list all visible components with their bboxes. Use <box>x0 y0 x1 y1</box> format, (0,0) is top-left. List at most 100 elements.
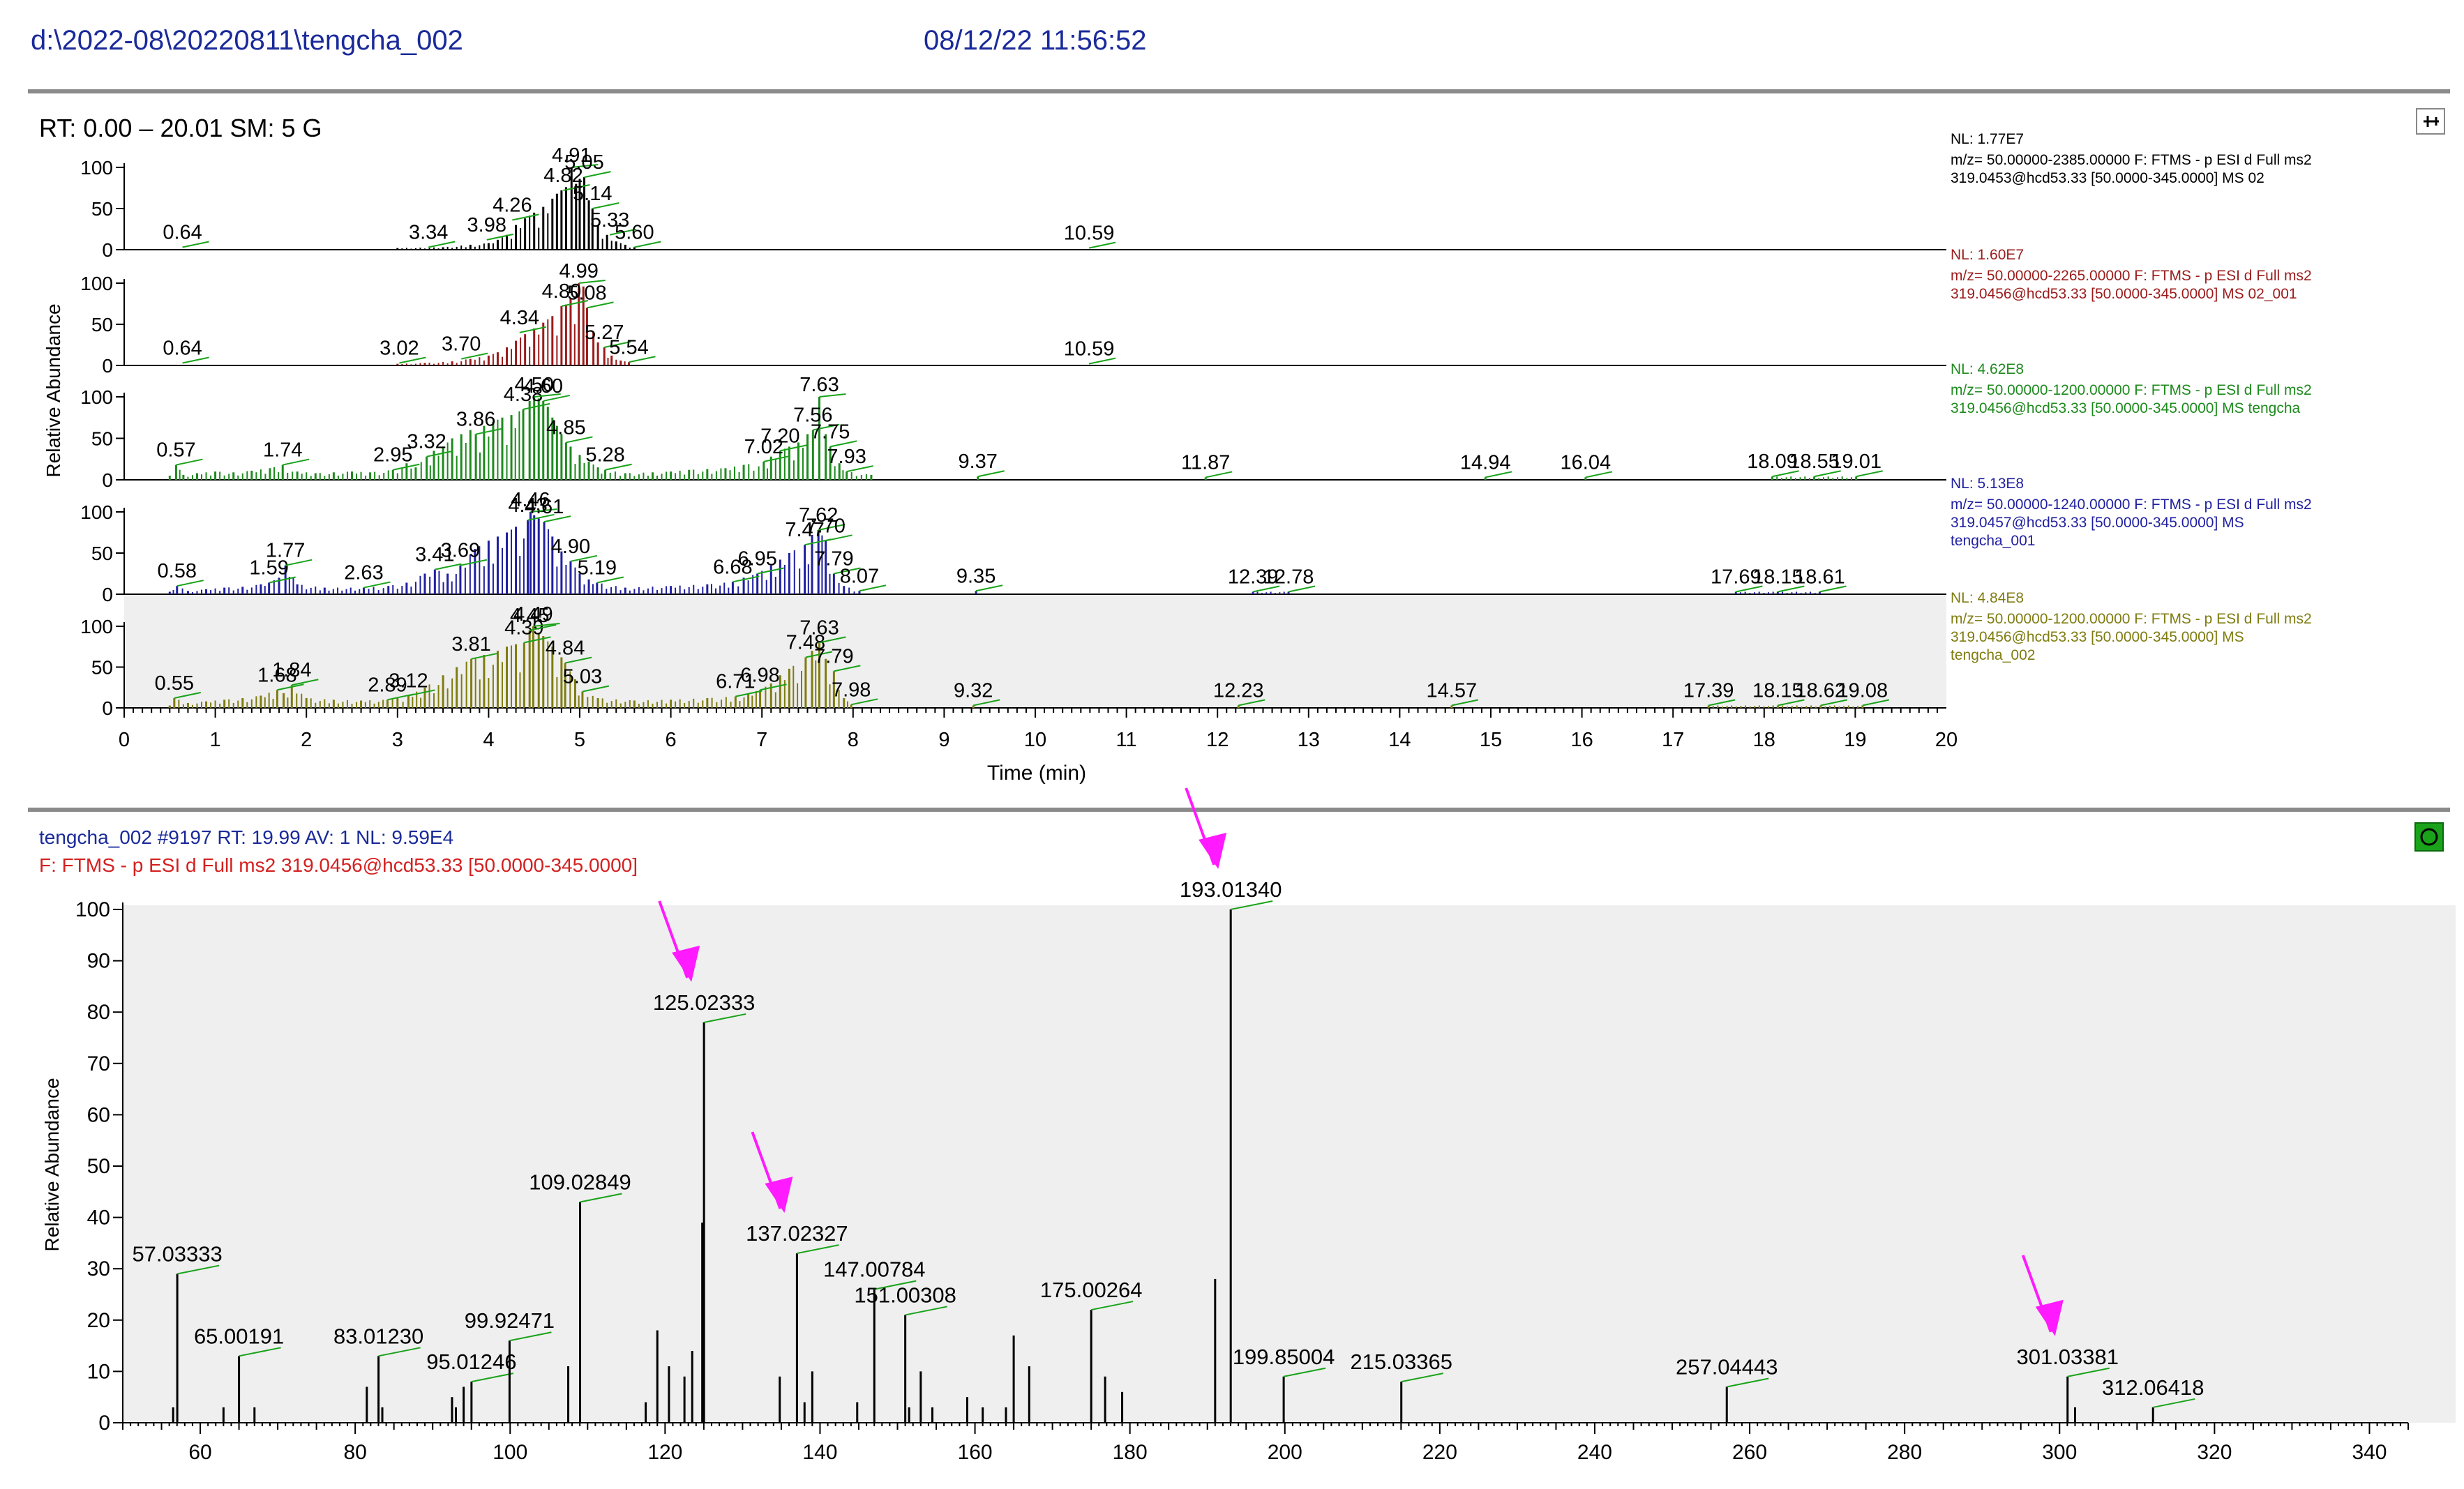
spectrum-y-tick-label: 90 <box>87 950 110 973</box>
trace-4-peak-label: 5.19 <box>578 557 617 579</box>
trace-4-peak-connector <box>435 563 462 570</box>
trace-3-peak-label: 7.56 <box>793 405 832 427</box>
spectrum-y-tick-label: 10 <box>87 1360 110 1383</box>
trace-4-peak-label: 18.61 <box>1794 566 1845 588</box>
trace-5-peak-connector <box>760 683 787 691</box>
trace-2-peak-label: 5.54 <box>609 336 648 358</box>
spectrum-peak-connector <box>1230 900 1273 910</box>
trace-2-y-tick-label: 0 <box>102 355 113 377</box>
trace-5-nl-label: NL: 4.84E8 <box>1951 590 2024 606</box>
annotation-arrow-head <box>1199 833 1227 869</box>
trace-5-peak-connector <box>408 689 435 697</box>
trace-3-peak-connector <box>523 402 550 410</box>
trace-2-peak-label: 5.08 <box>567 282 606 304</box>
trace-3-peak-connector <box>426 450 453 458</box>
trace-3-peak-connector <box>534 393 561 398</box>
spectrum-y-tick-label: 50 <box>87 1155 110 1178</box>
trace-4-peak-connector <box>570 554 598 562</box>
spectrum-x-tick-label: 160 <box>958 1441 993 1464</box>
trace-5-peak-label: 12.23 <box>1213 679 1264 702</box>
spectrum-peak-connector <box>2067 1367 2110 1377</box>
trace-5-peak-connector <box>805 651 833 658</box>
trace-4-peak-label: 6.95 <box>737 548 776 570</box>
trace-5-peak-label: 3.12 <box>389 670 428 692</box>
spectrum-peak-label: 193.01340 <box>1180 877 1282 902</box>
spectrum-x-tick-label: 60 <box>188 1441 211 1464</box>
trace-5-peak-label: 19.08 <box>1838 679 1888 702</box>
trace-2-peak-label: 5.27 <box>585 322 624 344</box>
spectrum-y-tick-label: 0 <box>98 1412 110 1435</box>
trace-2-peak-label: 4.80 <box>542 280 581 303</box>
trace-4-peak-connector <box>1778 585 1805 593</box>
trace-1-peak-label: 4.82 <box>543 165 583 187</box>
trace-4-peak-label: 3.41 <box>415 544 454 566</box>
trace-1-peak-connector <box>1088 241 1116 249</box>
x-tick-label: 5 <box>574 729 585 751</box>
trace-5-peak-connector <box>1451 699 1479 706</box>
trace-2-peak-connector <box>561 300 589 308</box>
x-tick-label: 1 <box>210 729 221 751</box>
chromatogram-x-axis: 0 1 2 3 4 5 6 7 8 9 10 11 12 13 14 15 16 17 18 19 20 <box>119 708 1958 751</box>
top-divider <box>28 89 2450 93</box>
trace-1-peak-connector <box>486 233 513 241</box>
trace-4-y-tick-label: 100 <box>80 501 113 523</box>
trace-5-peak-label: 4.39 <box>504 617 543 639</box>
annotation-arrow <box>1185 787 1227 869</box>
trace-5-peak-label: 4.49 <box>513 603 553 626</box>
trace-3-peak-connector <box>283 458 310 466</box>
trace-3-peak-label: 7.63 <box>799 374 839 396</box>
trace-3-peak-connector <box>1856 470 1883 478</box>
spectrum-peak-connector <box>703 1013 746 1023</box>
trace-4-peak-connector <box>269 576 296 584</box>
trace-3-peak-connector <box>393 463 420 471</box>
trace-1-peak-label: 0.64 <box>163 221 202 243</box>
annotation-arrow-head <box>2035 1299 2064 1336</box>
trace-5-peak-connector <box>174 691 202 699</box>
trace-3-peak-connector <box>846 465 873 473</box>
trace-3-peak-label: 1.74 <box>263 439 302 462</box>
spectrum-peak-label: 199.85004 <box>1233 1345 1335 1369</box>
trace-3-peak-connector <box>1485 471 1512 478</box>
trace-1-peak-connector <box>584 171 611 179</box>
spectrum-ylabel: Relative Abundance <box>41 1078 63 1251</box>
trace-5-peak-connector <box>735 690 763 697</box>
trace-5-peak-label: 1.68 <box>257 664 296 686</box>
trace-2-y-tick-label: 100 <box>80 273 113 294</box>
trace-4-peak-connector <box>596 576 624 584</box>
trace-1-peak-connector <box>571 164 599 168</box>
trace-3-peak-label: 19.01 <box>1831 451 1881 473</box>
spectrum-x-tick-label: 320 <box>2197 1441 2232 1464</box>
trace-4-peak-connector <box>527 513 555 521</box>
trace-2-peak-label: 3.02 <box>380 337 419 359</box>
trace-3-peak-label: 7.93 <box>827 446 866 468</box>
trace-5-legend-line: 319.0456@hcd53.33 [50.0000-345.0000] MS <box>1951 629 2244 645</box>
pin-icon[interactable] <box>2414 822 2444 852</box>
x-tick-label: 0 <box>119 729 130 751</box>
trace-5-peak-connector <box>277 683 304 691</box>
spectrum-peak-connector <box>471 1373 514 1383</box>
trace-1-y-tick-label: 0 <box>102 239 113 261</box>
spectrum-x-tick-label: 340 <box>2352 1441 2387 1464</box>
trace-3-peak-label: 4.38 <box>504 384 543 406</box>
spectrum-filter-line: F: FTMS - p ESI d Full ms2 319.0456@hcd5… <box>39 854 638 876</box>
trace-5-y-tick-label: 100 <box>80 616 113 637</box>
chromatogram-panel[interactable]: RT: 0.00 – 20.01 SM: 5 G Relative Abunda… <box>0 0 2464 802</box>
annotation-arrow-head <box>672 945 700 982</box>
trace-5-peak-connector <box>1778 699 1805 706</box>
spectrum-y-tick-label: 100 <box>75 898 110 921</box>
trace-4-nl-label: NL: 5.13E8 <box>1951 476 2024 492</box>
trace-3-peak-connector <box>1772 470 1799 478</box>
x-tick-label: 10 <box>1024 729 1046 751</box>
trace-4-peak-label: 3.69 <box>441 540 480 562</box>
pin-icon[interactable] <box>2416 108 2445 135</box>
trace-3-peak-label: 14.94 <box>1460 451 1511 474</box>
trace-4-peak-connector <box>1819 585 1847 593</box>
trace-1-y-tick-label: 100 <box>80 157 113 179</box>
trace-5-peak-label: 6.98 <box>740 664 779 686</box>
trace-5-peak-label: 14.57 <box>1427 679 1478 702</box>
spectrum-y-tick-label: 40 <box>87 1207 110 1230</box>
spectrum-peak-label: 151.00308 <box>854 1283 956 1307</box>
trace-2-peak-connector <box>578 280 606 284</box>
spectrum-peak-label: 147.00784 <box>823 1257 926 1282</box>
